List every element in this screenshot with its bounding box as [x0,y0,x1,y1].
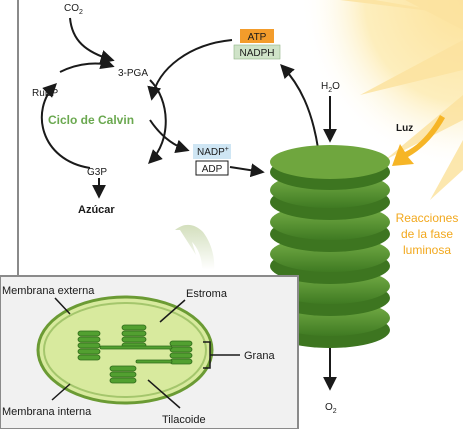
sugar-label: Azúcar [78,204,115,216]
inner-membrane-shape [43,302,207,398]
light-label: Luz [396,123,413,134]
rubp-to-pga-arrow [59,55,115,73]
calvin-cycle [40,17,337,391]
stroma-label: Estroma [186,288,228,300]
light-phase-line1: Reacciones [396,211,459,225]
zoom-chevron-icon [175,224,215,270]
adp-badge: ADP [195,160,229,176]
stack-to-atp-arrow [280,63,319,149]
g3p-label: G3P [87,167,107,178]
light-phase-line2: de la fase [401,227,453,241]
light-phase-line3: luminosa [403,243,451,257]
chloroplast-inset [0,275,299,429]
thylakoid-disc-1 [270,145,390,190]
thylakoid-pointer [147,379,181,409]
co2-label: CO2 [64,3,83,16]
water-label: H2O [321,81,340,94]
thylakoid-label: Tilacoide [162,414,206,426]
cycle-to-nadp-arrow [149,119,190,154]
calvin-cycle-title: Ciclo de Calvin [48,113,134,127]
light-arrow-icon [392,115,445,166]
outer-membrane-shape [36,295,214,405]
svg-text:ADP: ADP [202,164,223,175]
g3p-to-rubp-arrow [40,83,91,169]
oxygen-label: O2 [325,402,337,415]
svg-text:NADPH: NADPH [239,48,274,59]
adp-to-stack-arrow [229,163,265,178]
rubp-label: RuBP [32,88,58,99]
pga-to-g3p-arrow [148,79,167,164]
outer-membrane-label: Membrana externa [2,285,95,297]
granum-stack-icon [270,145,390,348]
pga-label: 3-PGA [118,68,148,79]
svg-text:ATP: ATP [248,32,267,43]
nadp-badge: NADP+ [193,144,231,159]
inner-membrane-label: Membrana interna [2,406,92,418]
co2-arrow [69,17,115,64]
nadph-badge: NADPH [233,44,281,60]
stroma-pointer [159,299,186,323]
inner-membrane-pointer [51,383,71,401]
outer-membrane-pointer [54,297,71,315]
grana-label: Grana [244,350,275,362]
grana-shapes [77,324,193,384]
atp-badge: ATP [240,29,274,43]
atp-to-cycle-arrow [147,39,233,101]
grana-bracket [203,341,240,369]
svg-text:NADP+: NADP+ [197,146,229,158]
